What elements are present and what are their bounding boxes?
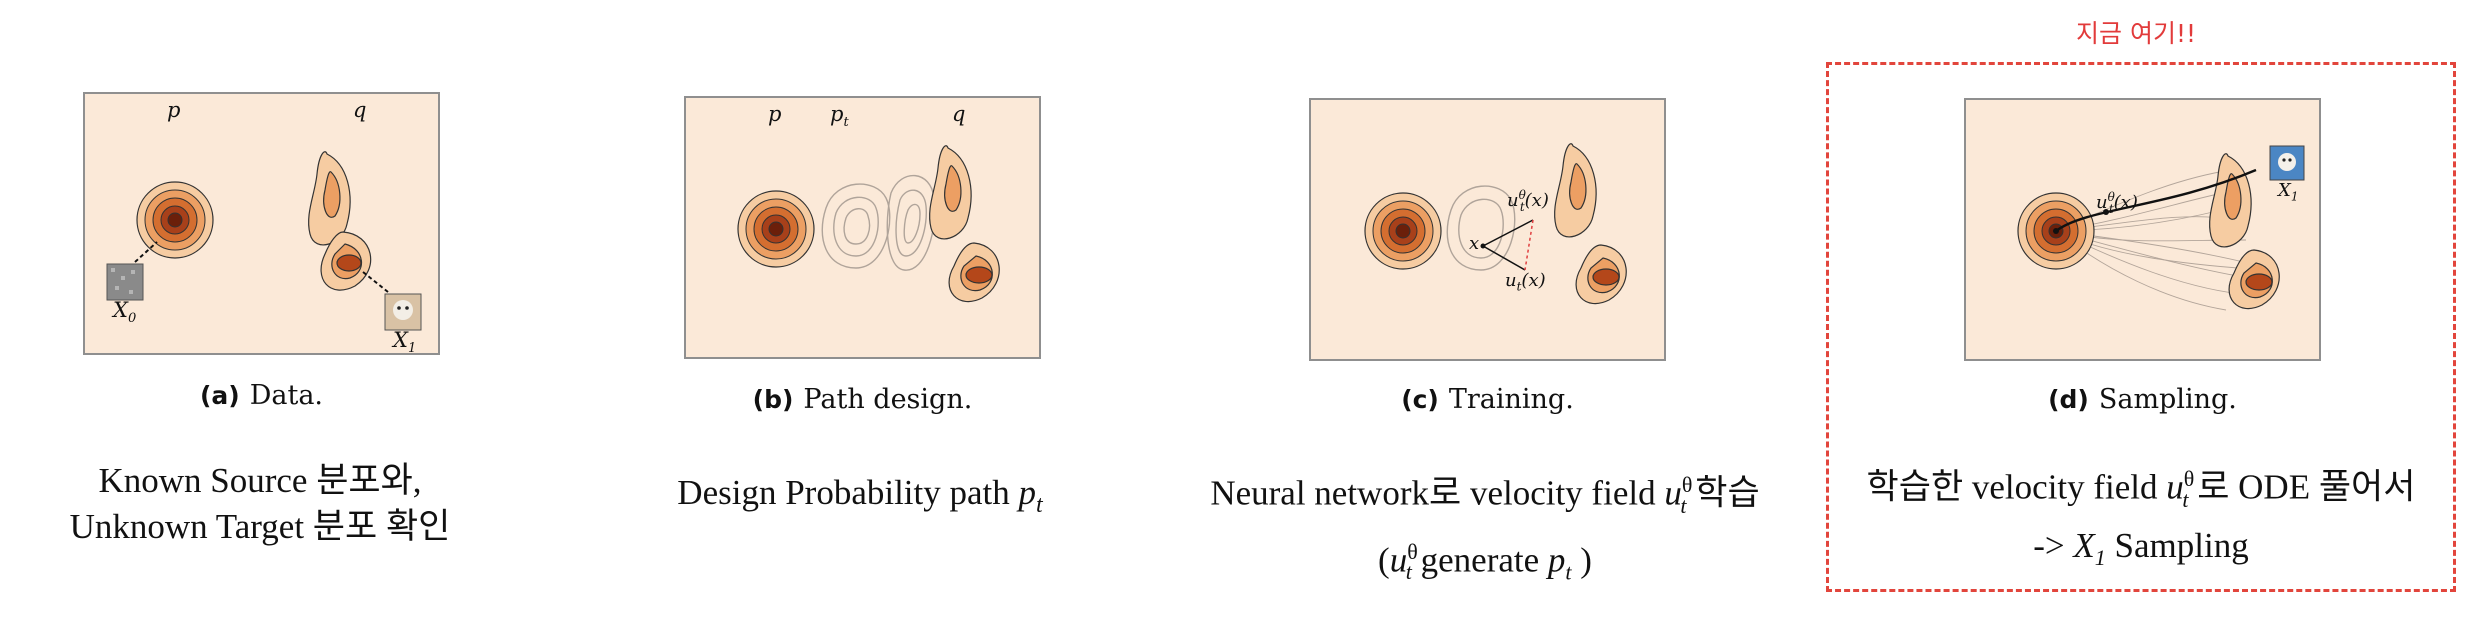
source-distribution — [737, 190, 815, 268]
label-ut-theta: uθt(x) — [1507, 188, 1549, 214]
description-b: Design Probability path pt — [677, 473, 1043, 518]
annotation-note: 지금 여기!! — [2076, 19, 2196, 48]
target-distribution — [2209, 153, 2280, 310]
label-ut-theta: uθt(x) — [2096, 190, 2138, 216]
intermediate-path-contours — [821, 174, 936, 271]
label-x1: X1 — [2278, 180, 2299, 204]
velocity-arrows — [1480, 219, 1534, 271]
target-distribution — [929, 145, 1000, 303]
description-c: Neural network로 velocity field uθt 학습 (u… — [1210, 472, 1760, 585]
panel-b-figure: p pt q — [684, 96, 1041, 359]
panel-a-plot — [106, 151, 422, 331]
label-pt: pt — [830, 102, 849, 131]
target-distribution — [308, 151, 372, 291]
source-distribution — [1364, 192, 1442, 270]
description-a: Known Source 분포와, Unknown Target 분포 확인 — [69, 461, 451, 546]
caption-a: (a) Data. — [199, 380, 323, 411]
label-ut: ut(x) — [1505, 270, 1546, 294]
description-d: 학습한 velocity field uθt 로 ODE 풀어서 -> X1 S… — [1866, 466, 2416, 570]
panel-c-figure: uθt(x) x ut(x) — [1309, 98, 1666, 361]
label-q: q — [952, 102, 966, 126]
ode-trajectory — [2053, 168, 2257, 234]
label-x: x — [1469, 233, 1480, 254]
panel-c-plot — [1364, 143, 1627, 305]
label-x0: X0 — [113, 298, 137, 327]
label-p: p — [768, 102, 782, 126]
panel-a-figure: p q X0 X1 — [83, 92, 440, 357]
label-q: q — [353, 98, 367, 122]
label-p: p — [167, 98, 181, 122]
source-distribution — [136, 181, 214, 259]
panel-b-plot — [737, 145, 1000, 303]
caption-c: (c) Training. — [1401, 384, 1574, 415]
caption-d: (d) Sampling. — [2048, 384, 2237, 415]
target-distribution — [1554, 143, 1627, 305]
panel-d-figure: uθt(x) X1 — [1964, 98, 2321, 361]
intermediate-path-contours — [1446, 185, 1516, 271]
highlight-box — [1826, 62, 2456, 592]
panel-d-plot — [2017, 145, 2305, 311]
label-x1: X1 — [393, 328, 417, 357]
caption-b: (b) Path design. — [752, 384, 973, 415]
